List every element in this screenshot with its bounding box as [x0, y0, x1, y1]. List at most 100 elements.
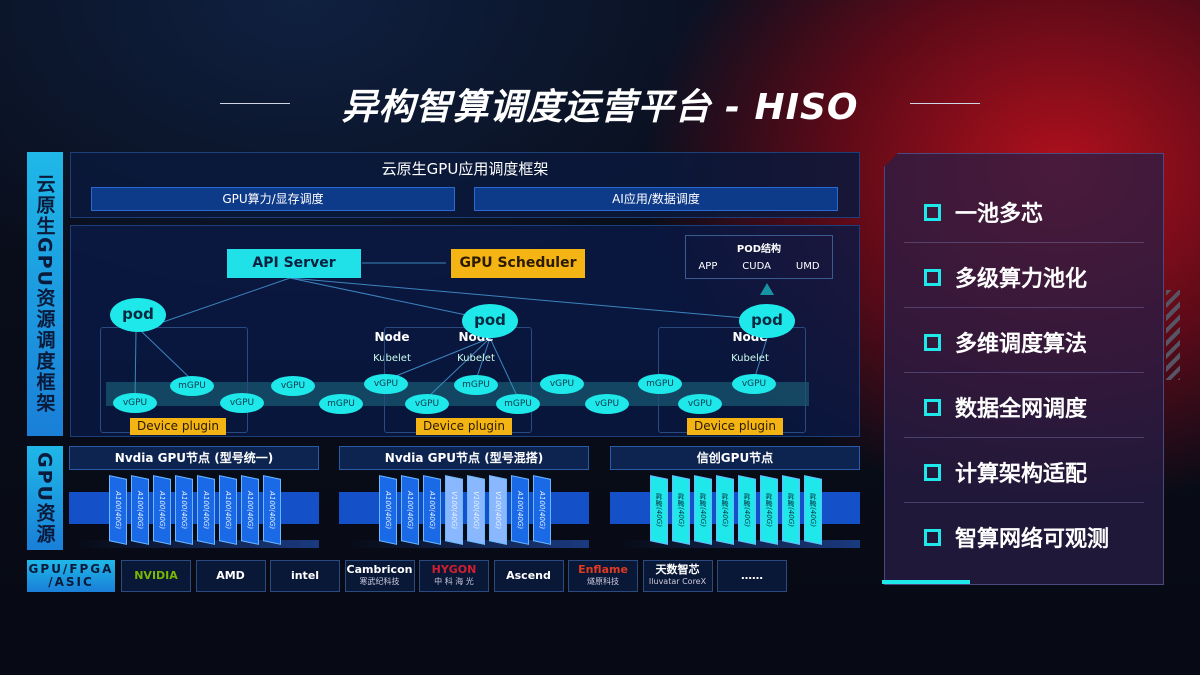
- gpu-card[interactable]: 昇腾(40G): [804, 475, 822, 545]
- side-label-vendors: GPU/FPGA /ASIC: [27, 560, 115, 592]
- pod-structure: POD结构 APP CUDA UMD: [685, 235, 833, 279]
- gpu-node-base: [349, 540, 589, 548]
- gpu-card[interactable]: 昇腾(40G): [782, 475, 800, 545]
- gpu-scheduler[interactable]: GPU Scheduler: [451, 249, 585, 278]
- gpu-card[interactable]: A100(40G): [131, 475, 149, 545]
- gpu-node-base: [79, 540, 319, 548]
- device-plugin: Device plugin: [687, 418, 783, 435]
- gpu-card[interactable]: 昇腾(40G): [716, 475, 734, 545]
- pod[interactable]: pod: [462, 304, 518, 338]
- kubelet-label: Kubelet: [457, 353, 495, 364]
- gpu-node-header: Nvdia GPU节点 (型号统一): [69, 446, 319, 470]
- virtual-gpu[interactable]: vGPU: [585, 394, 629, 414]
- title-line-right: [910, 103, 980, 104]
- pod-structure-umd: UMD: [795, 261, 820, 272]
- feature-divider: [904, 372, 1144, 373]
- gpu-card[interactable]: V100(40G): [445, 475, 463, 545]
- gpu-card[interactable]: 昇腾(40G): [694, 475, 712, 545]
- kubelet-label: Kubelet: [373, 353, 411, 364]
- gpu-card[interactable]: A100(40G): [241, 475, 259, 545]
- vendor-logo-amd: AMD: [195, 560, 266, 592]
- checkbox-icon: [924, 203, 941, 221]
- gpu-card[interactable]: A100(40G): [109, 475, 127, 545]
- vendor-name: ……: [741, 569, 763, 582]
- features-panel: [884, 153, 1164, 585]
- gpu-card[interactable]: A100(40G): [219, 475, 237, 545]
- gpu-card[interactable]: A100(40G): [175, 475, 193, 545]
- accent-bar: [882, 580, 970, 584]
- vendor-subtitle: 中 科 海 光: [434, 577, 474, 586]
- vendor-name: AMD: [216, 569, 245, 582]
- checkbox-icon: [924, 268, 941, 286]
- virtual-gpu[interactable]: mGPU: [170, 376, 214, 396]
- device-plugin: Device plugin: [416, 418, 512, 435]
- framework-right: AI应用/数据调度: [474, 187, 838, 211]
- vendor-logo-nvidia: NVIDIA: [121, 560, 191, 592]
- kubelet-label: Kubelet: [731, 353, 769, 364]
- framework-title: 云原生GPU应用调度框架: [381, 160, 549, 178]
- feature-divider: [904, 242, 1144, 243]
- virtual-gpu[interactable]: vGPU: [540, 374, 584, 394]
- gpu-node-band: [339, 492, 589, 524]
- gpu-card[interactable]: A100(40G): [263, 475, 281, 545]
- gpu-card[interactable]: 昇腾(40G): [672, 475, 690, 545]
- vendor-logo-enflame: Enflame 燧原科技: [568, 560, 638, 592]
- vendor-name: 天数智芯: [655, 563, 700, 576]
- vendor-name: Ascend: [506, 569, 551, 582]
- virtual-gpu[interactable]: vGPU: [678, 394, 722, 414]
- pod[interactable]: pod: [739, 304, 795, 338]
- framework-panel: 云原生GPU应用调度框架 GPU算力/显存调度 AI应用/数据调度: [70, 152, 860, 218]
- virtual-gpu[interactable]: vGPU: [113, 393, 157, 413]
- api-server[interactable]: API Server: [227, 249, 361, 278]
- pod[interactable]: pod: [110, 298, 166, 332]
- gpu-card[interactable]: V100(40G): [489, 475, 507, 545]
- node-label: Node: [374, 330, 410, 344]
- vendor-name: HYGON: [431, 563, 477, 576]
- virtual-gpu[interactable]: vGPU: [405, 394, 449, 414]
- feature-item: 数据全网调度: [924, 391, 1087, 423]
- virtual-gpu[interactable]: vGPU: [732, 374, 776, 394]
- feature-divider: [904, 307, 1144, 308]
- gpu-card[interactable]: V100(40G): [467, 475, 485, 545]
- gpu-node-base: [620, 540, 860, 548]
- virtual-gpu[interactable]: mGPU: [496, 394, 540, 414]
- vendor-subtitle: Iluvatar CoreX: [648, 577, 707, 586]
- title-line-left: [220, 103, 290, 104]
- vendor-subtitle: 寒武纪科技: [359, 577, 400, 586]
- gpu-card[interactable]: A100(40G): [401, 475, 419, 545]
- gpu-card[interactable]: 昇腾(40G): [738, 475, 756, 545]
- virtual-gpu[interactable]: vGPU: [220, 393, 264, 413]
- gpu-card[interactable]: 昇腾(40G): [650, 475, 668, 545]
- vendor-logo-ascend: Ascend: [493, 560, 564, 592]
- gpu-card[interactable]: 昇腾(40G): [760, 475, 778, 545]
- virtual-gpu[interactable]: vGPU: [271, 376, 315, 396]
- gpu-card[interactable]: A100(40G): [511, 475, 529, 545]
- feature-item: 计算架构适配: [924, 456, 1087, 488]
- virtual-gpu[interactable]: mGPU: [638, 374, 682, 394]
- virtual-gpu[interactable]: mGPU: [319, 394, 363, 414]
- feature-label: 数据全网调度: [955, 397, 1088, 422]
- gpu-card[interactable]: A100(40G): [533, 475, 551, 545]
- feature-item: 智算网络可观测: [924, 521, 1109, 553]
- feature-label: 多维调度算法: [955, 332, 1088, 357]
- vendor-logo-cambricon: Cambricon 寒武纪科技: [344, 560, 415, 592]
- virtual-gpu[interactable]: vGPU: [364, 374, 408, 394]
- gpu-card[interactable]: A100(40G): [379, 475, 397, 545]
- vendor-logo-intel: intel: [270, 560, 340, 592]
- gpu-card[interactable]: A100(40G): [153, 475, 171, 545]
- stripes-decoration: [1166, 290, 1180, 380]
- virtual-gpu[interactable]: mGPU: [454, 375, 498, 395]
- vendor-name: intel: [290, 569, 320, 582]
- side-label-gpu: GPU资源: [27, 446, 63, 550]
- feature-item: 一池多芯: [924, 196, 1043, 228]
- feature-item: 多维调度算法: [924, 326, 1087, 358]
- feature-item: 多级算力池化: [924, 261, 1087, 293]
- gpu-node-header: 信创GPU节点: [610, 446, 860, 470]
- vendor-subtitle: 燧原科技: [587, 577, 619, 586]
- gpu-node-band: [69, 492, 319, 524]
- gpu-card[interactable]: A100(40G): [197, 475, 215, 545]
- feature-label: 一池多芯: [955, 202, 1044, 227]
- page-title: 异构智算调度运营平台 - HISO: [341, 87, 859, 128]
- gpu-card[interactable]: A100(40G): [423, 475, 441, 545]
- feature-label: 多级算力池化: [955, 267, 1088, 292]
